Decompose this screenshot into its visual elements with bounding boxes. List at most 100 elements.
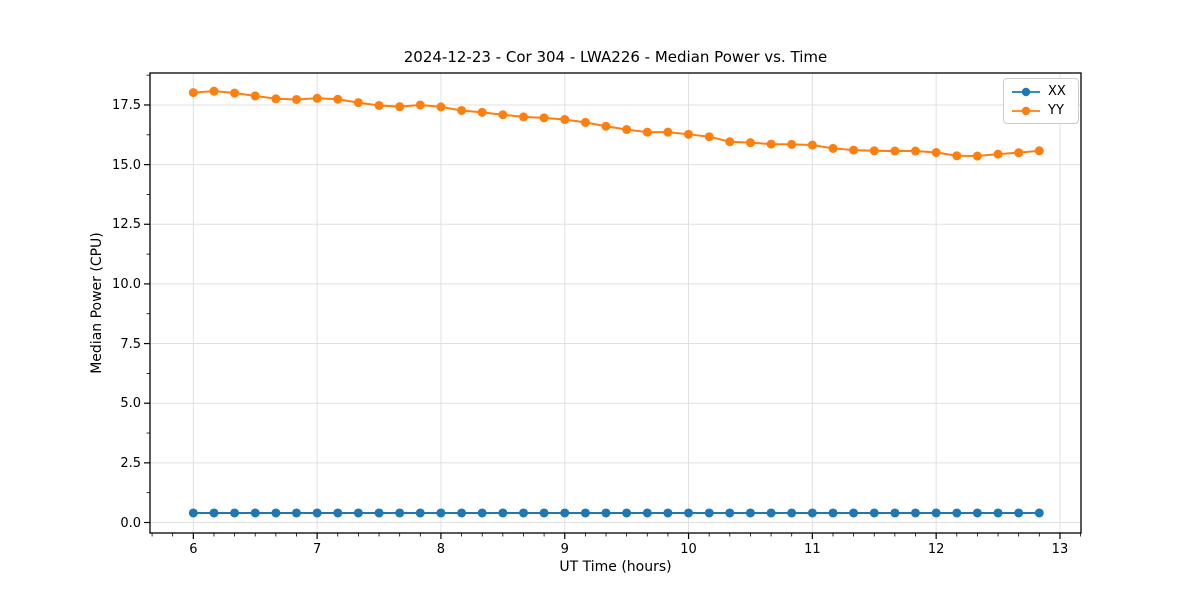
series-marker-xx <box>1034 508 1044 518</box>
legend-entry-yy: YY <box>1011 103 1071 118</box>
series-marker-yy <box>952 151 962 161</box>
series-marker-xx <box>1014 508 1024 518</box>
y-tick-label: 12.5 <box>112 217 141 233</box>
series-marker-yy <box>787 139 797 149</box>
series-marker-yy <box>704 132 714 142</box>
series-marker-yy <box>766 139 776 149</box>
legend-line-sample-yy-icon <box>1012 106 1040 115</box>
series-marker-xx <box>333 508 343 518</box>
series-marker-yy <box>931 147 941 157</box>
series-marker-yy <box>663 127 673 137</box>
series-marker-xx <box>663 508 673 518</box>
series-marker-xx <box>725 508 735 518</box>
series-marker-yy <box>993 149 1003 159</box>
series-marker-yy <box>622 125 632 135</box>
chart-title: 2024-12-23 - Cor 304 - LWA226 - Median P… <box>403 48 828 66</box>
series-marker-yy <box>869 146 879 156</box>
x-tick-label: 7 <box>312 542 322 557</box>
x-tick-label: 10 <box>680 542 697 557</box>
series-marker-yy <box>539 113 549 123</box>
series-marker-yy <box>1034 146 1044 156</box>
series-marker-yy <box>457 105 467 115</box>
series-marker-xx <box>766 508 776 518</box>
x-axis-label: UT Time (hours) <box>559 559 672 575</box>
series-marker-xx <box>704 508 714 518</box>
series-marker-yy <box>519 112 529 122</box>
series-marker-xx <box>539 508 549 518</box>
series-marker-yy <box>250 91 260 101</box>
series-marker-yy <box>230 88 240 98</box>
series-marker-xx <box>395 508 405 518</box>
series-marker-xx <box>291 508 301 518</box>
series-marker-yy <box>291 94 301 104</box>
legend-label-yy: YY <box>1048 103 1064 118</box>
series-marker-yy <box>415 100 425 110</box>
series-marker-xx <box>312 508 322 518</box>
series-marker-yy <box>477 107 487 117</box>
series-marker-xx <box>580 508 590 518</box>
y-tick-label: 2.5 <box>120 455 141 471</box>
series-marker-xx <box>230 508 240 518</box>
series-marker-xx <box>457 508 467 518</box>
series-marker-yy <box>849 145 859 155</box>
series-marker-yy <box>601 121 611 131</box>
series-marker-xx <box>209 508 219 518</box>
series-marker-yy <box>972 151 982 161</box>
series-marker-yy <box>642 127 652 137</box>
y-tick-label: 0.0 <box>120 515 141 531</box>
y-tick-label: 15.0 <box>112 157 141 173</box>
series-marker-yy <box>498 110 508 120</box>
legend-entry-xx: XX <box>1011 84 1071 99</box>
series-marker-xx <box>849 508 859 518</box>
series-marker-xx <box>993 508 1003 518</box>
series-marker-xx <box>519 508 529 518</box>
series-marker-xx <box>952 508 962 518</box>
x-tick-label: 6 <box>189 542 198 557</box>
series-marker-xx <box>374 508 384 518</box>
series-marker-yy <box>353 98 363 108</box>
series-marker-xx <box>869 508 879 518</box>
series-marker-xx <box>622 508 632 518</box>
series-marker-yy <box>333 94 343 104</box>
y-tick-label: 17.5 <box>112 97 141 113</box>
series-marker-xx <box>745 508 755 518</box>
series-marker-xx <box>807 508 817 518</box>
series-marker-xx <box>601 508 611 518</box>
series-marker-yy <box>684 129 694 139</box>
series-marker-xx <box>910 508 920 518</box>
series-marker-xx <box>787 508 797 518</box>
y-tick-label: 5.0 <box>120 396 141 412</box>
x-tick-label: 11 <box>804 542 821 557</box>
x-tick-label: 8 <box>436 542 446 557</box>
series-marker-yy <box>580 117 590 127</box>
series-marker-xx <box>890 508 900 518</box>
y-axis-label: Median Power (CPU) <box>89 232 105 374</box>
series-marker-yy <box>745 138 755 148</box>
series-marker-yy <box>807 140 817 150</box>
series-marker-yy <box>312 93 322 103</box>
series-marker-xx <box>828 508 838 518</box>
series-marker-yy <box>910 146 920 156</box>
x-tick-label: 9 <box>560 542 569 557</box>
series-marker-yy <box>395 102 405 112</box>
series-marker-xx <box>415 508 425 518</box>
series-marker-yy <box>828 143 838 153</box>
legend: XX YY <box>1003 78 1079 124</box>
series-marker-xx <box>560 508 570 518</box>
series-marker-yy <box>436 102 446 112</box>
series-marker-yy <box>1014 148 1024 158</box>
series-marker-xx <box>642 508 652 518</box>
x-tick-label: 12 <box>927 542 945 557</box>
series-marker-xx <box>477 508 487 518</box>
series-marker-yy <box>209 86 219 96</box>
series-marker-xx <box>250 508 260 518</box>
series-marker-yy <box>374 100 384 110</box>
series-marker-xx <box>271 508 281 518</box>
legend-line-sample-xx-icon <box>1012 87 1040 96</box>
series-marker-yy <box>560 115 570 125</box>
series-marker-yy <box>725 137 735 147</box>
y-tick-label: 7.5 <box>120 336 141 352</box>
series-marker-xx <box>931 508 941 518</box>
series-marker-xx <box>436 508 446 518</box>
